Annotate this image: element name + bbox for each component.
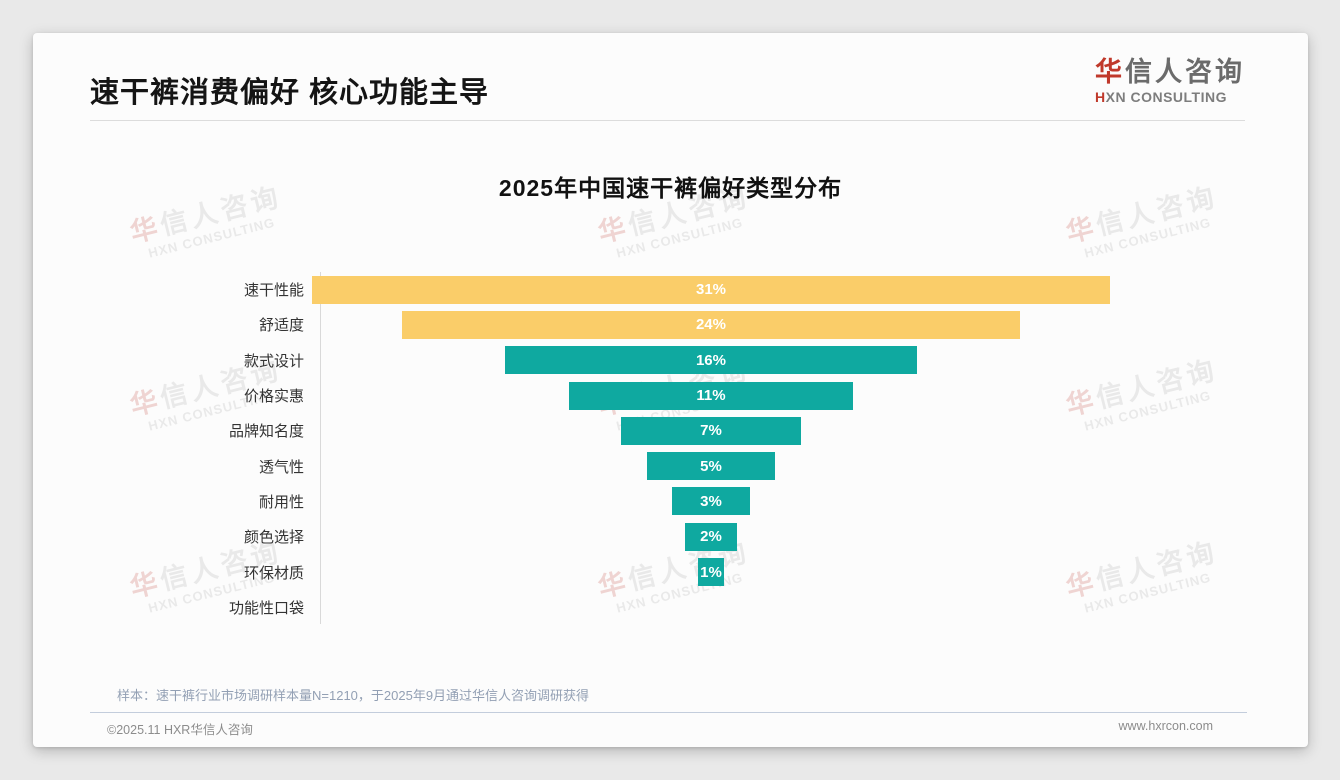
chart-row: 舒适度 24% <box>90 307 1248 342</box>
bar-zone: 1% <box>312 554 1248 589</box>
category-label: 价格实惠 <box>243 388 304 406</box>
chart-row: 颜色选择 2% <box>90 519 1248 554</box>
logo-en-rest: XN CONSULTING <box>1105 89 1227 106</box>
page-title: 速干裤消费偏好 核心功能主导 <box>90 77 490 109</box>
bar-zone: 24% <box>312 307 1248 342</box>
bar: 7% <box>620 416 802 445</box>
bar-zone: 5% <box>312 448 1248 483</box>
bar: 24% <box>402 310 1020 339</box>
category-label: 颜色选择 <box>243 529 304 547</box>
chart-row: 环保材质 1% <box>90 554 1248 589</box>
bar-zone: 16% <box>312 343 1248 378</box>
category-label: 功能性口袋 <box>228 599 304 617</box>
category-label: 款式设计 <box>243 352 304 370</box>
bar-value-label: 11% <box>696 387 726 405</box>
bar-value-label: 1% <box>700 563 722 581</box>
bar: 11% <box>569 381 853 410</box>
logo-accent-char: 华 <box>1095 57 1125 87</box>
bar-value-label: 2% <box>700 528 722 546</box>
logo-cn-rest: 信人咨询 <box>1125 57 1245 87</box>
company-logo: 华信人咨询 HXN CONSULTING <box>1095 57 1245 105</box>
website-url: www.hxrcon.com <box>1118 719 1213 733</box>
bar-zone <box>312 590 1248 625</box>
logo-chinese-name: 华信人咨询 <box>1095 57 1245 88</box>
bar-value-label: 5% <box>700 457 722 475</box>
funnel-bar-chart: 速干性能 31% 舒适度 24% 款式设计 16% 价格实惠 11% <box>90 272 1248 625</box>
chart-row: 价格实惠 11% <box>90 378 1248 413</box>
slide-card: 华信人咨询 HXN CONSULTING 华信人咨询 HXN CONSULTING 华信… <box>33 33 1308 747</box>
footer-divider <box>90 712 1247 713</box>
category-label: 环保材质 <box>243 564 304 582</box>
category-label: 透气性 <box>258 458 304 476</box>
logo-en-accent: H <box>1095 89 1106 106</box>
header-divider <box>90 120 1245 121</box>
bar: 16% <box>505 346 917 375</box>
y-axis-line <box>320 272 321 624</box>
chart-row: 品牌知名度 7% <box>90 413 1248 448</box>
bar-value-label: 31% <box>695 281 727 299</box>
chart-row: 款式设计 16% <box>90 343 1248 378</box>
category-label: 舒适度 <box>258 317 304 335</box>
bar-value-label: 16% <box>695 351 726 369</box>
bar-zone: 2% <box>312 519 1248 554</box>
bar: 2% <box>685 522 737 551</box>
chart-row: 耐用性 3% <box>90 484 1248 519</box>
bar: 31% <box>312 275 1110 304</box>
chart-row: 透气性 5% <box>90 448 1248 483</box>
category-label: 速干性能 <box>243 282 304 300</box>
bar-zone: 3% <box>312 484 1248 519</box>
bar-zone: 11% <box>312 378 1248 413</box>
bar: 5% <box>646 452 776 481</box>
bar: 3% <box>672 487 750 516</box>
bar-value-label: 3% <box>700 492 722 510</box>
chart-rows: 速干性能 31% 舒适度 24% 款式设计 16% 价格实惠 11% <box>90 272 1248 625</box>
chart-row: 速干性能 31% <box>90 272 1248 307</box>
bar-zone: 31% <box>312 272 1248 307</box>
logo-english-name: HXN CONSULTING <box>1095 89 1245 105</box>
bar-zone: 7% <box>312 413 1248 448</box>
bar-value-label: 7% <box>700 422 722 440</box>
chart-title: 2025年中国速干裤偏好类型分布 <box>498 175 843 201</box>
sample-note: 样本：速干裤行业市场调研样本量N=1210，于2025年9月通过华信人咨询调研获… <box>117 688 590 703</box>
chart-row: 功能性口袋 <box>90 590 1248 625</box>
bar-value-label: 24% <box>695 316 726 334</box>
category-label: 品牌知名度 <box>228 423 304 441</box>
copyright-text: ©2025.11 HXR华信人咨询 <box>107 723 253 737</box>
bar: 1% <box>698 558 724 587</box>
category-label: 耐用性 <box>258 493 304 511</box>
